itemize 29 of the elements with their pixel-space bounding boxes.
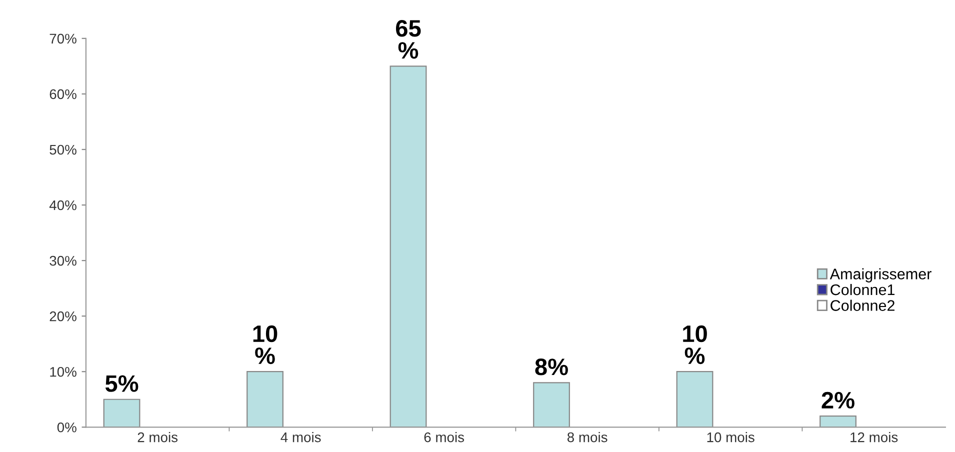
bar (103, 398, 140, 428)
bar (533, 382, 570, 428)
y-tick-label: 50% (50, 144, 76, 155)
y-tick-label: 70% (50, 34, 76, 44)
legend-label: Amaigrissemer (830, 268, 932, 282)
x-tick-label: 8 mois (567, 432, 608, 442)
legend-label: Colonne1 (830, 284, 894, 296)
x-tick-label: 4 mois (280, 432, 321, 442)
x-tick-label: 2 mois (138, 432, 178, 442)
data-label: 8% (535, 358, 568, 376)
data-label: 65 % (396, 20, 421, 59)
data-label: 10 % (683, 325, 707, 364)
y-tick-label: 30% (50, 256, 76, 266)
bar (820, 415, 856, 428)
bar (390, 66, 427, 428)
y-tick-label: 20% (50, 311, 76, 322)
data-label: 5% (105, 375, 138, 392)
data-label: 2% (822, 392, 854, 409)
y-tick-label: 40% (49, 200, 76, 210)
y-tick-label: 60% (50, 89, 76, 100)
y-tick-label: 10% (50, 366, 76, 377)
legend-label: Colonne2 (830, 300, 894, 311)
x-tick-label: 12 mois (850, 432, 898, 442)
x-tick-label: 6 mois (424, 432, 464, 442)
bar (246, 371, 284, 428)
data-label: 10 % (253, 325, 278, 364)
bar (676, 371, 714, 428)
x-tick-label: 10 mois (707, 432, 754, 442)
y-tick-label: 0% (57, 422, 76, 432)
